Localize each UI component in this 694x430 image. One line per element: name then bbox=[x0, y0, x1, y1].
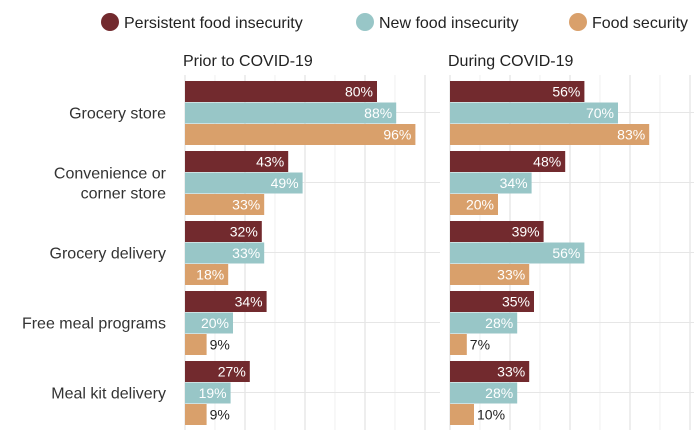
data-label: 83% bbox=[617, 127, 645, 143]
data-label: 32% bbox=[230, 224, 258, 240]
category-label: Grocery delivery bbox=[50, 246, 166, 263]
data-label: 39% bbox=[512, 224, 540, 240]
legend-swatch bbox=[101, 13, 119, 31]
legend-label: Persistent food insecurity bbox=[124, 15, 303, 32]
bar bbox=[185, 194, 265, 215]
data-label: 9% bbox=[210, 337, 230, 353]
data-label: 70% bbox=[586, 105, 614, 121]
data-label: 33% bbox=[497, 267, 525, 283]
data-label: 34% bbox=[235, 294, 263, 310]
data-label: 33% bbox=[497, 364, 525, 380]
data-label: 10% bbox=[477, 407, 505, 423]
category-label: Meal kit delivery bbox=[51, 386, 166, 403]
bar bbox=[185, 334, 207, 355]
bar bbox=[450, 102, 618, 124]
bar bbox=[450, 242, 585, 264]
data-label: 28% bbox=[485, 315, 513, 331]
data-label: 19% bbox=[199, 385, 227, 401]
bar bbox=[450, 151, 566, 172]
category-label: Grocery store bbox=[69, 106, 166, 123]
category-label: Free meal programs bbox=[22, 316, 166, 333]
bar bbox=[185, 312, 233, 334]
bar bbox=[450, 291, 534, 312]
bar bbox=[450, 264, 530, 285]
bar bbox=[185, 404, 207, 425]
legend-item: Food security bbox=[569, 13, 688, 32]
bar bbox=[450, 334, 467, 355]
bar bbox=[450, 361, 530, 382]
data-label: 43% bbox=[256, 154, 284, 170]
data-label: 48% bbox=[533, 154, 561, 170]
bar bbox=[450, 124, 650, 145]
data-label: 20% bbox=[201, 315, 229, 331]
data-label: 56% bbox=[552, 245, 580, 261]
legend-label: Food security bbox=[592, 15, 688, 32]
data-label: 49% bbox=[271, 175, 299, 191]
bar bbox=[185, 151, 289, 172]
category-label-line: Free meal programs bbox=[22, 316, 166, 333]
data-label: 27% bbox=[218, 364, 246, 380]
bar bbox=[185, 242, 265, 264]
bar bbox=[450, 81, 585, 102]
data-label: 56% bbox=[552, 84, 580, 100]
data-label: 9% bbox=[210, 407, 230, 423]
data-label: 20% bbox=[466, 197, 494, 213]
data-label: 35% bbox=[502, 294, 530, 310]
legend-item: Persistent food insecurity bbox=[101, 13, 303, 32]
data-label: 18% bbox=[196, 267, 224, 283]
bar bbox=[450, 404, 474, 425]
data-label: 33% bbox=[232, 245, 260, 261]
bar bbox=[185, 382, 231, 404]
data-label: 80% bbox=[345, 84, 373, 100]
bar bbox=[450, 312, 518, 334]
category-label: Convenience or corner store bbox=[54, 166, 167, 203]
data-label: 34% bbox=[500, 175, 528, 191]
bar bbox=[185, 264, 229, 285]
panel: During COVID-19 56% 70%83% 48% 34% 20% 39% 56% 3… bbox=[448, 53, 694, 430]
legend-label: New food insecurity bbox=[379, 15, 519, 32]
facet-title: During COVID-19 bbox=[448, 53, 573, 70]
category-label-line: Grocery store bbox=[69, 106, 166, 123]
data-label: 7% bbox=[470, 337, 490, 353]
bar bbox=[185, 221, 262, 242]
bar bbox=[185, 81, 377, 102]
bar bbox=[185, 291, 267, 312]
bar bbox=[185, 124, 416, 145]
category-label-line: corner store bbox=[81, 186, 166, 203]
legend-swatch bbox=[569, 13, 587, 31]
bar bbox=[185, 172, 303, 194]
bar bbox=[450, 221, 544, 242]
bar bbox=[450, 382, 518, 404]
data-label: 88% bbox=[364, 105, 392, 121]
facet-title: Prior to COVID-19 bbox=[183, 53, 313, 70]
panel: Prior to COVID-19 80% 88% 96% 43% 49% 33% 32% 33… bbox=[183, 53, 440, 430]
data-label: 33% bbox=[232, 197, 260, 213]
data-label: 28% bbox=[485, 385, 513, 401]
bar bbox=[450, 172, 532, 194]
bar bbox=[185, 102, 397, 124]
legend-swatch bbox=[356, 13, 374, 31]
category-label-line: Grocery delivery bbox=[50, 246, 166, 263]
bar bbox=[450, 194, 498, 215]
bar bbox=[185, 361, 250, 382]
legend-item: New food insecurity bbox=[356, 13, 519, 32]
category-label-line: Convenience or bbox=[54, 166, 167, 183]
data-label: 96% bbox=[383, 127, 411, 143]
category-label-line: Meal kit delivery bbox=[51, 386, 166, 403]
